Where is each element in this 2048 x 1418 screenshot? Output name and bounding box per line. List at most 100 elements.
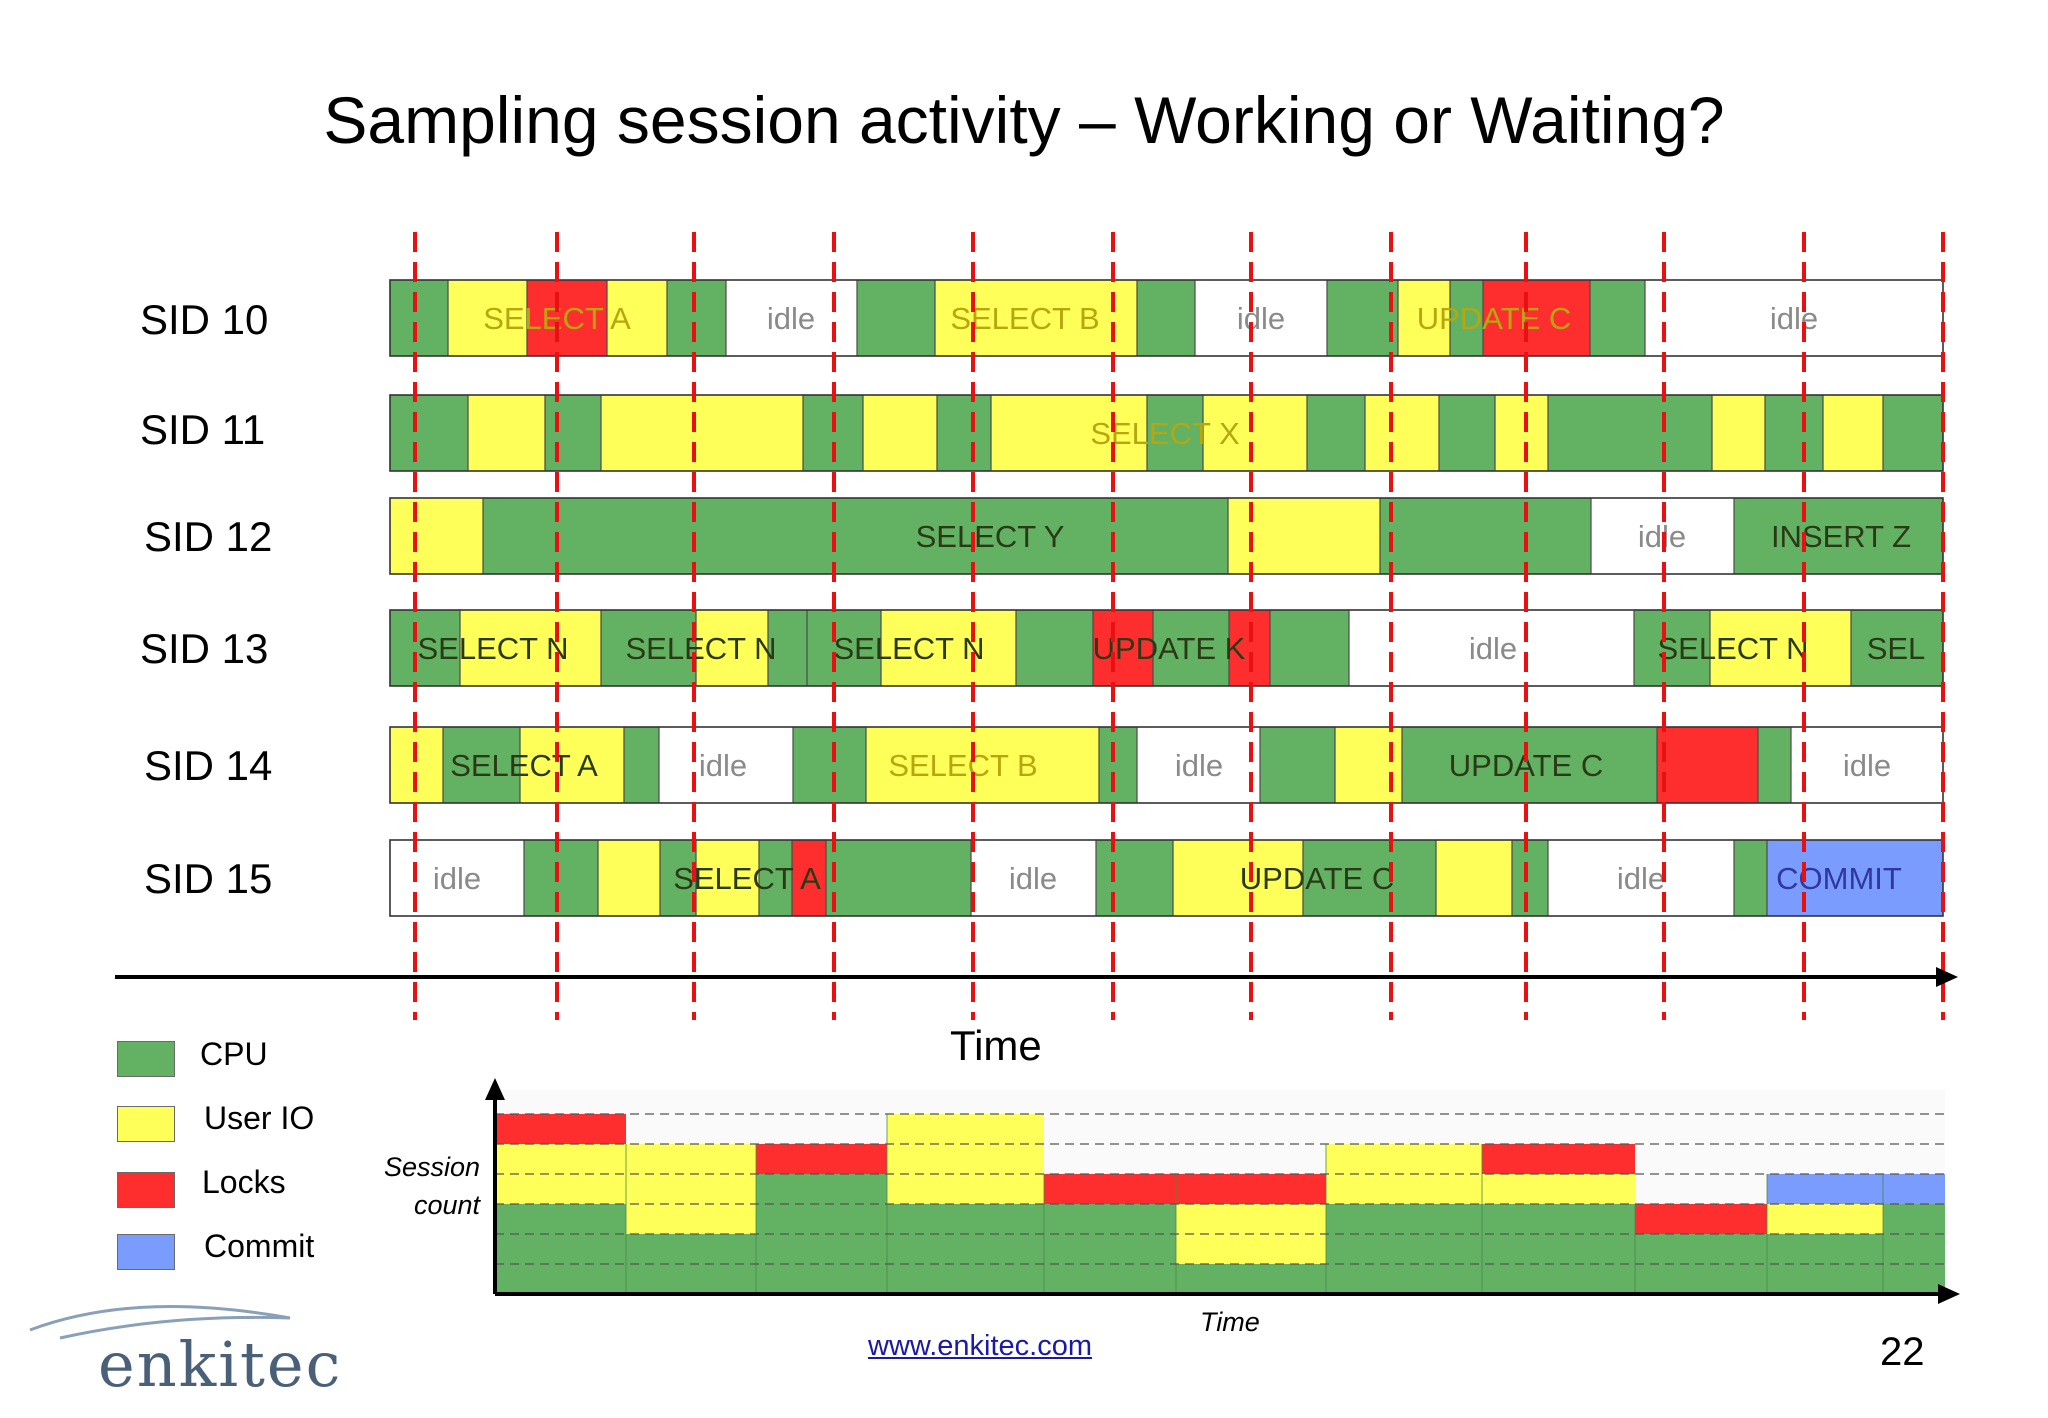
segment-cpu <box>759 840 792 916</box>
segment-user_io <box>881 610 1016 686</box>
main-time-axis-arrow <box>1936 967 1958 987</box>
segment-locks <box>792 840 826 916</box>
segment-cpu <box>1765 395 1823 471</box>
segment-label: SEL <box>1867 631 1926 666</box>
session-row-border <box>389 279 1944 357</box>
segment-user_io <box>460 610 601 686</box>
segment-cpu <box>1380 498 1591 574</box>
segment-user_io <box>1495 395 1548 471</box>
segment-cpu <box>660 840 696 916</box>
segment-user_io <box>1398 280 1450 356</box>
segment-user_io <box>696 610 768 686</box>
session-count-line-2: count <box>413 1190 480 1220</box>
session-count-label: Session count <box>360 1148 480 1224</box>
legend-label-cpu: CPU <box>200 1036 268 1072</box>
bar-cpu-10 <box>1883 1204 1945 1294</box>
bar-cpu-6 <box>1326 1204 1482 1294</box>
segment-label: idle <box>1175 748 1223 783</box>
segment-user_io <box>1203 395 1307 471</box>
segment-cpu <box>1634 610 1710 686</box>
session-row-border <box>389 394 1944 472</box>
segment-label: UPDATE K <box>1093 631 1246 666</box>
time-axis-label: Time <box>950 1022 1042 1069</box>
bar-commit-10 <box>1883 1174 1945 1204</box>
segment-cpu <box>1327 280 1398 356</box>
segment-cpu <box>1851 610 1943 686</box>
bar-locks-4 <box>1044 1174 1176 1204</box>
segment-label: idle <box>1617 861 1665 896</box>
sid-label-13: SID 13 <box>140 625 269 672</box>
segment-locks <box>1093 610 1153 686</box>
segment-user_io <box>1228 498 1380 574</box>
segment-idle <box>1548 840 1734 916</box>
segment-user_io <box>1173 840 1303 916</box>
segment-label: idle <box>1770 301 1818 336</box>
segment-cpu <box>624 727 659 803</box>
segment-idle <box>1645 280 1943 356</box>
segment-user_io <box>520 727 624 803</box>
segment-cpu <box>1512 840 1548 916</box>
segment-label: idle <box>699 748 747 783</box>
segment-cpu <box>1758 727 1791 803</box>
segment-idle <box>659 727 793 803</box>
page-number: 22 <box>1880 1330 1925 1374</box>
segment-cpu <box>601 610 696 686</box>
segment-cpu <box>793 727 866 803</box>
segment-cpu <box>1303 840 1436 916</box>
segment-cpu <box>768 610 807 686</box>
legend-swatch-commit <box>117 1234 175 1270</box>
enkitec-logo: enkitec <box>98 1328 343 1401</box>
bar-locks-7 <box>1482 1144 1635 1174</box>
segment-cpu <box>937 395 991 471</box>
segment-label: idle <box>1469 631 1517 666</box>
segment-user_io <box>863 395 937 471</box>
bar-cpu-0 <box>495 1204 626 1294</box>
session-row-5: idle SELECT A idle UPDATE C idle COMMIT <box>389 839 1944 917</box>
legend-label-commit: Commit <box>204 1228 315 1264</box>
segment-cpu <box>483 498 1228 574</box>
session-row-2: SELECT YidleINSERT Z <box>389 497 1944 575</box>
segment-cpu <box>443 727 520 803</box>
bar-cpu-5 <box>1176 1264 1326 1294</box>
legend-swatch-locks <box>117 1172 175 1208</box>
segment-user_io <box>1823 395 1883 471</box>
segment-label: SELECT N <box>625 631 776 666</box>
segment-user_io <box>448 280 527 356</box>
segment-user_io <box>1436 840 1512 916</box>
bar-user_io-9 <box>1767 1204 1883 1234</box>
segment-cpu <box>524 840 598 916</box>
segment-cpu <box>1307 395 1365 471</box>
mini-y-axis-arrow <box>485 1078 505 1100</box>
segment-cpu <box>1734 840 1767 916</box>
segment-label: idle <box>1843 748 1891 783</box>
segment-user_io <box>607 280 667 356</box>
sid-label-15: SID 15 <box>144 855 273 902</box>
bar-cpu-3 <box>887 1204 1044 1294</box>
segment-cpu <box>1883 395 1943 471</box>
bar-locks-8 <box>1635 1204 1767 1234</box>
legend-label-user-io: User IO <box>204 1100 315 1136</box>
session-row-border <box>389 609 1944 687</box>
segment-cpu <box>1439 395 1495 471</box>
segment-cpu <box>1270 610 1349 686</box>
slide-title: Sampling session activity – Working or W… <box>323 83 1725 157</box>
segment-label: SELECT B <box>950 301 1099 336</box>
session-row-1: SELECT X <box>389 394 1944 472</box>
segment-user_io <box>601 395 803 471</box>
segment-label: idle <box>1009 861 1057 896</box>
bar-cpu-4 <box>1044 1204 1176 1294</box>
footer-link[interactable]: www.enkitec.com <box>868 1330 1093 1362</box>
segment-idle <box>971 840 1096 916</box>
segment-cpu <box>1590 280 1645 356</box>
segment-locks <box>527 280 607 356</box>
segment-user_io <box>1712 395 1765 471</box>
segment-label: SELECT N <box>833 631 984 666</box>
session-row-border <box>389 726 1944 804</box>
segment-cpu <box>1153 610 1229 686</box>
segment-user_io <box>468 395 545 471</box>
logo-swoosh-icon <box>29 1305 291 1340</box>
